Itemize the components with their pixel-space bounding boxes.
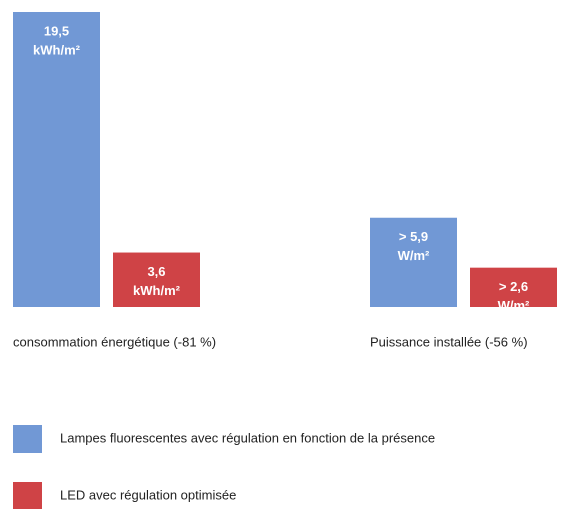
data-label: > 2,6: [499, 279, 528, 294]
data-label: > 5,9: [399, 229, 428, 244]
data-label: W/m²: [498, 298, 530, 313]
legend-swatch: [13, 425, 42, 453]
x-tick-label: consommation énergétique (-81 %): [13, 334, 216, 349]
bar: [370, 217, 457, 307]
bar: [113, 252, 200, 307]
data-label: 3,6: [147, 264, 165, 279]
legend-label: Lampes fluorescentes avec régulation en …: [60, 430, 435, 445]
bar: [470, 267, 557, 307]
data-label: W/m²: [398, 248, 430, 263]
legend-label: LED avec régulation optimisée: [60, 487, 236, 502]
data-label: kWh/m²: [133, 283, 181, 298]
data-label: 19,5: [44, 23, 69, 38]
bar: [13, 12, 100, 307]
data-label: kWh/m²: [33, 42, 81, 57]
legend-swatch: [13, 482, 42, 509]
x-tick-label: Puissance installée (-56 %): [370, 334, 528, 349]
